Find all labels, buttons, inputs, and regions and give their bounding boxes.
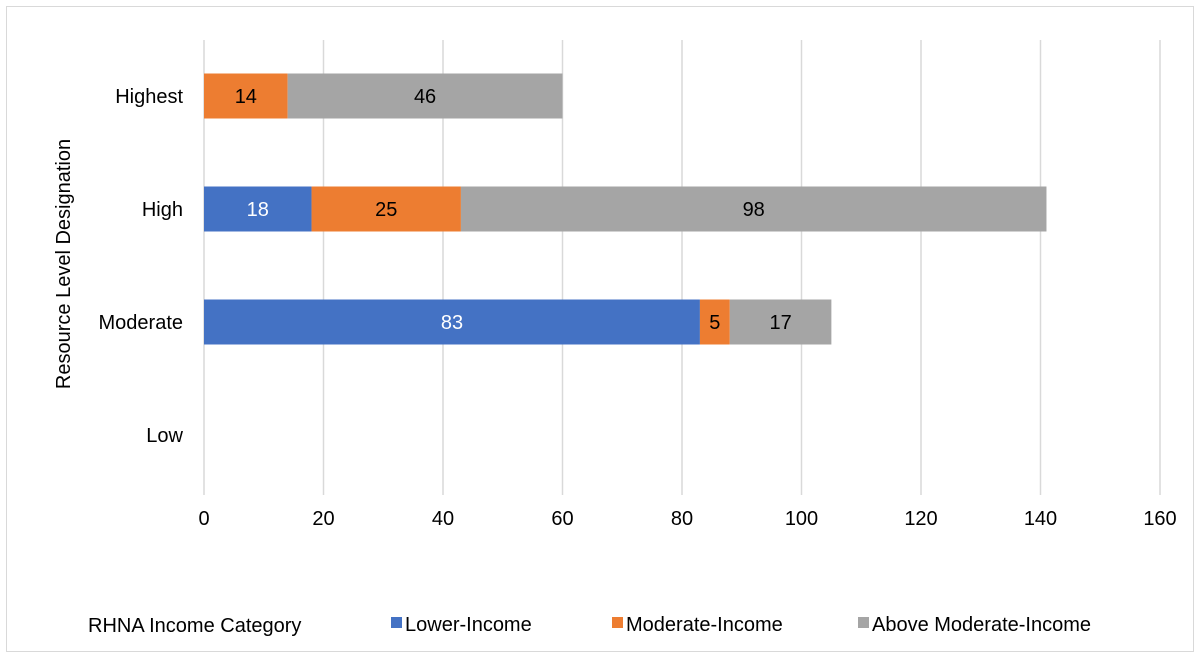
data-label: 46 xyxy=(414,86,436,108)
x-tick-label: 140 xyxy=(1024,508,1057,530)
y-category-label: Low xyxy=(146,425,183,447)
x-tick-label: 20 xyxy=(312,508,334,530)
data-labels: 14 46 18 25 98 83 5 17 xyxy=(235,86,792,334)
y-category-label: Moderate xyxy=(99,312,184,334)
legend: RHNA Income Category Lower-Income Moderat… xyxy=(88,614,1091,637)
data-label: 18 xyxy=(247,199,269,221)
y-category-label: Highest xyxy=(115,86,183,108)
y-category-labels: Highest High Moderate Low xyxy=(99,86,184,447)
bars xyxy=(204,73,1047,345)
legend-entry-label: Above Moderate-Income xyxy=(872,614,1091,636)
data-label: 5 xyxy=(709,312,720,334)
y-axis-title: Resource Level Designation xyxy=(53,139,75,389)
data-label: 17 xyxy=(769,312,791,334)
y-category-label: High xyxy=(142,199,183,221)
x-tick-label: 120 xyxy=(904,508,937,530)
bar-segment xyxy=(204,186,312,232)
bar-segment xyxy=(460,186,1047,232)
data-label: 98 xyxy=(743,199,765,221)
legend-swatch xyxy=(858,617,869,628)
x-tick-label: 80 xyxy=(671,508,693,530)
x-tick-label: 160 xyxy=(1143,508,1176,530)
bar-segment xyxy=(699,299,730,345)
bar-segment xyxy=(204,299,700,345)
x-tick-label: 60 xyxy=(551,508,573,530)
data-label: 83 xyxy=(441,312,463,334)
legend-swatch xyxy=(391,617,402,628)
bar-segment xyxy=(311,186,461,232)
bar-segment xyxy=(729,299,832,345)
data-label: 25 xyxy=(375,199,397,221)
legend-title: RHNA Income Category xyxy=(88,615,301,637)
legend-entry-label: Lower-Income xyxy=(405,614,532,636)
x-tick-label: 0 xyxy=(198,508,209,530)
x-tick-label: 100 xyxy=(785,508,818,530)
x-tick-label: 40 xyxy=(432,508,454,530)
bar-segment xyxy=(287,73,563,119)
x-tick-labels: 0 20 40 60 80 100 120 140 160 xyxy=(198,508,1176,530)
bar-segment xyxy=(204,73,288,119)
data-label: 14 xyxy=(235,86,257,108)
legend-entry-label: Moderate-Income xyxy=(626,614,783,636)
legend-swatch xyxy=(612,617,623,628)
